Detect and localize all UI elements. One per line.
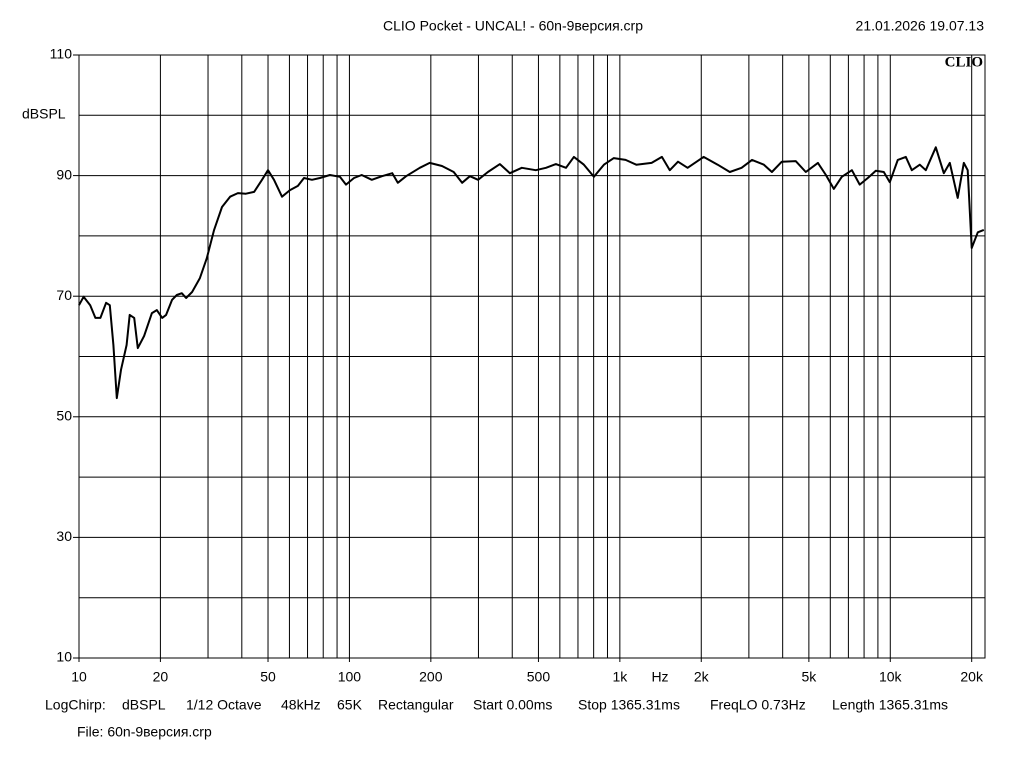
x-tick-label: 2k bbox=[694, 669, 710, 685]
footer-param: Start 0.00ms bbox=[473, 697, 552, 713]
x-tick-label: 50 bbox=[260, 669, 276, 685]
x-tick-label: 200 bbox=[419, 669, 443, 685]
x-tick-label: 10k bbox=[879, 669, 903, 685]
x-tick-label: 20k bbox=[960, 669, 984, 685]
footer-param: LogChirp: bbox=[45, 697, 106, 713]
footer-param: Rectangular bbox=[378, 697, 454, 713]
y-tick-label: 30 bbox=[56, 528, 72, 544]
x-tick-label: 100 bbox=[338, 669, 362, 685]
x-tick-label: 500 bbox=[527, 669, 551, 685]
y-tick-label: 110 bbox=[50, 46, 73, 62]
footer-param: dBSPL bbox=[122, 697, 166, 713]
x-tick-label: 20 bbox=[153, 669, 169, 685]
footer-param: 1/12 Octave bbox=[186, 697, 262, 713]
response-curve bbox=[78, 146, 985, 400]
footer-param: Length 1365.31ms bbox=[832, 697, 948, 713]
x-tick-label: 5k bbox=[801, 669, 817, 685]
y-tick-label: 10 bbox=[56, 649, 72, 665]
file-name: File: 60n-9версия.crp bbox=[77, 724, 212, 740]
x-axis-label: Hz bbox=[651, 669, 668, 685]
logo: CLIO bbox=[945, 54, 983, 70]
footer-param: 65K bbox=[337, 697, 363, 713]
chart-title: CLIO Pocket - UNCAL! - 60n-9версия.crp bbox=[383, 18, 643, 34]
y-axis-label: dBSPL bbox=[22, 106, 66, 122]
y-tick-label: 90 bbox=[56, 166, 72, 182]
footer-param: Stop 1365.31ms bbox=[578, 697, 680, 713]
y-tick-label: 70 bbox=[56, 287, 72, 303]
y-tick-label: 50 bbox=[56, 408, 72, 424]
timestamp: 21.01.2026 19.07.13 bbox=[856, 18, 985, 34]
footer-param: FreqLO 0.73Hz bbox=[710, 697, 806, 713]
footer-param: 48kHz bbox=[281, 697, 321, 713]
x-tick-label: 10 bbox=[71, 669, 87, 685]
plot-frame bbox=[78, 54, 986, 659]
x-tick-label: 1k bbox=[612, 669, 628, 685]
